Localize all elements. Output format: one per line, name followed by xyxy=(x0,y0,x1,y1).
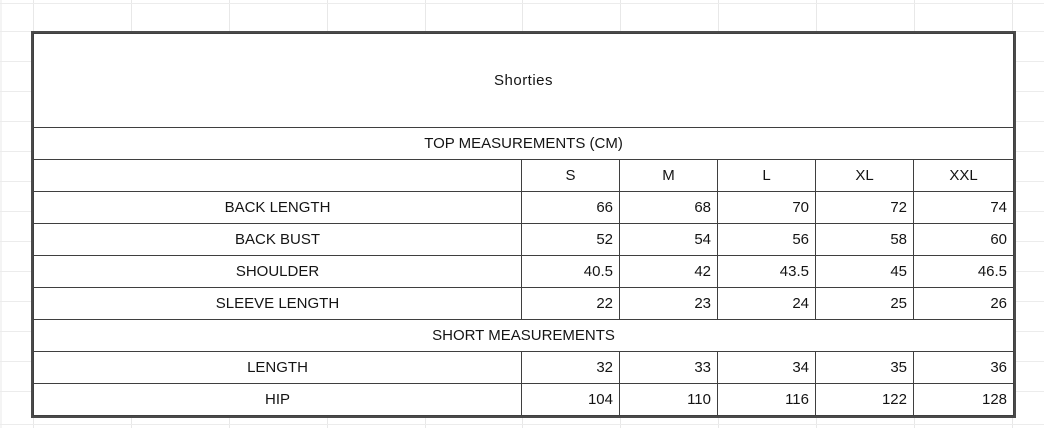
cell-back-bust-l: 56 xyxy=(717,223,816,256)
page-title: Shorties xyxy=(32,33,1015,128)
table-row: BACK BUST 52 54 56 58 60 xyxy=(33,223,1015,256)
size-header-row: S M L XL XXL xyxy=(33,159,1015,192)
size-header-blank xyxy=(33,159,522,192)
row-label-length: LENGTH xyxy=(33,351,522,384)
size-chart-container: Shorties TOP MEASUREMENTS (CM) S M L XL … xyxy=(30,31,1017,418)
cell-hip-xl: 122 xyxy=(815,383,914,416)
cell-back-length-l: 70 xyxy=(717,191,816,224)
cell-back-length-m: 68 xyxy=(619,191,718,224)
section-heading-row: TOP MEASUREMENTS (CM) xyxy=(32,127,1015,160)
cell-back-bust-s: 52 xyxy=(521,223,620,256)
cell-back-bust-xxl: 60 xyxy=(912,223,1015,256)
size-header-xxl: XXL xyxy=(912,159,1015,192)
cell-sleeve-length-l: 24 xyxy=(717,287,816,320)
cell-shoulder-xxl: 46.5 xyxy=(912,255,1015,288)
gridline-horizontal xyxy=(0,31,1044,32)
cell-sleeve-length-xl: 25 xyxy=(815,287,914,320)
cell-hip-l: 116 xyxy=(717,383,816,416)
table-row: LENGTH 32 33 34 35 36 xyxy=(33,351,1015,384)
row-label-back-length: BACK LENGTH xyxy=(33,191,522,224)
row-label-sleeve-length: SLEEVE LENGTH xyxy=(33,287,522,320)
gridline-left-edge xyxy=(0,0,2,428)
cell-shoulder-m: 42 xyxy=(619,255,718,288)
cell-hip-m: 110 xyxy=(619,383,718,416)
table-row: SHOULDER 40.5 42 43.5 45 46.5 xyxy=(33,255,1015,288)
cell-shoulder-l: 43.5 xyxy=(717,255,816,288)
cell-hip-xxl: 128 xyxy=(912,383,1015,416)
gridline-horizontal xyxy=(0,3,1044,4)
title-row: Shorties xyxy=(32,33,1015,128)
cell-back-bust-m: 54 xyxy=(619,223,718,256)
cell-sleeve-length-xxl: 26 xyxy=(912,287,1015,320)
cell-back-bust-xl: 58 xyxy=(815,223,914,256)
size-chart-table: Shorties TOP MEASUREMENTS (CM) S M L XL … xyxy=(30,31,1017,418)
size-header-l: L xyxy=(717,159,816,192)
row-label-back-bust: BACK BUST xyxy=(33,223,522,256)
section-heading-top-measurements: TOP MEASUREMENTS (CM) xyxy=(32,127,1015,160)
cell-sleeve-length-m: 23 xyxy=(619,287,718,320)
row-label-hip: HIP xyxy=(33,383,522,416)
cell-length-xxl: 36 xyxy=(912,351,1015,384)
cell-shoulder-s: 40.5 xyxy=(521,255,620,288)
cell-hip-s: 104 xyxy=(521,383,620,416)
gridline-horizontal xyxy=(0,424,1044,425)
cell-length-xl: 35 xyxy=(815,351,914,384)
section-heading-short-measurements: SHORT MEASUREMENTS xyxy=(32,319,1015,352)
cell-sleeve-length-s: 22 xyxy=(521,287,620,320)
cell-back-length-xl: 72 xyxy=(815,191,914,224)
size-header-m: M xyxy=(619,159,718,192)
section-heading-row: SHORT MEASUREMENTS xyxy=(32,319,1015,352)
cell-length-l: 34 xyxy=(717,351,816,384)
cell-shoulder-xl: 45 xyxy=(815,255,914,288)
table-row: SLEEVE LENGTH 22 23 24 25 26 xyxy=(33,287,1015,320)
table-row: HIP 104 110 116 122 128 xyxy=(33,383,1015,416)
cell-length-m: 33 xyxy=(619,351,718,384)
size-header-s: S xyxy=(521,159,620,192)
row-label-shoulder: SHOULDER xyxy=(33,255,522,288)
cell-back-length-s: 66 xyxy=(521,191,620,224)
cell-back-length-xxl: 74 xyxy=(912,191,1015,224)
table-row: BACK LENGTH 66 68 70 72 74 xyxy=(33,191,1015,224)
size-header-xl: XL xyxy=(815,159,914,192)
cell-length-s: 32 xyxy=(521,351,620,384)
